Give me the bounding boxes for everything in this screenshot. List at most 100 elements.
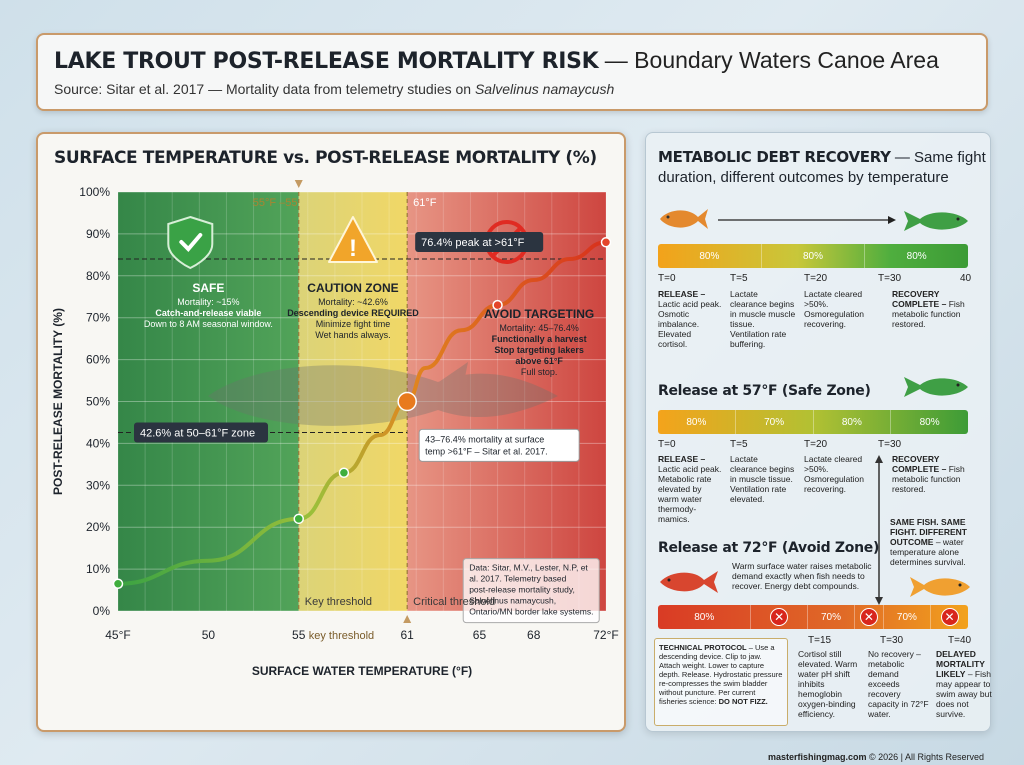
warning-exclaim-icon: ! (349, 235, 357, 262)
zone-callout-box (134, 422, 268, 443)
x-mark-icon: ✕ (770, 608, 789, 626)
x-tick-label: 68 (527, 628, 541, 642)
y-tick-label: 90% (86, 227, 110, 241)
data-point (600, 237, 612, 248)
y-tick-label: 70% (86, 311, 110, 325)
shield-check-icon (167, 215, 214, 270)
mortality-callout-box (418, 428, 580, 462)
x-tick-label: 50 (202, 628, 216, 642)
caution-line: Descending device REQUIRED (287, 308, 419, 318)
recovery-bar-1: 80% 80% 80% (658, 244, 968, 268)
fish-green-icon (904, 211, 968, 231)
y-tick-label: 80% (86, 269, 110, 283)
avoid-title: AVOID TARGETING (484, 307, 594, 321)
timeline-1: T=0 T=5 T=20 T=30 40 (658, 273, 972, 284)
threshold-marker (403, 615, 412, 623)
y-tick-label: 30% (86, 478, 110, 492)
y-tick-label: 60% (86, 353, 110, 367)
zone-safe (118, 192, 299, 611)
safe-line: Catch-and-release viable (155, 308, 261, 318)
safe-title: SAFE (192, 281, 224, 295)
fish-orange-icon (660, 209, 708, 229)
band-label-55: 55°F –55 (253, 197, 298, 209)
data-point (338, 467, 350, 478)
caution-line: Mortality: ~42.6% (318, 297, 388, 307)
source-line: Data: Sitar, M.V., Lester, N.P, et (469, 563, 588, 573)
timeline-3: T=15 T=30 T=40 (808, 635, 972, 646)
section-72f: Release at 72°F (Avoid Zone) (658, 540, 880, 556)
bar1-seg: 80% (658, 244, 762, 268)
title-box: LAKE TROUT POST-RELEASE MORTALITY RISK —… (36, 33, 988, 111)
y-tick-label: 20% (86, 520, 110, 534)
avoid-line: Full stop. (521, 367, 558, 377)
fish-silhouette (208, 362, 558, 426)
metabolic-panel: METABOLIC DEBT RECOVERY — Same fight dur… (645, 132, 992, 732)
safe-line: Mortality: ~15% (177, 297, 239, 307)
recovery-bar-2: 80% 70% 80% 80% (658, 410, 968, 434)
threshold-marker (294, 180, 303, 188)
page-subtitle: Source: Sitar et al. 2017 — Mortality da… (54, 81, 615, 97)
fish-orange-icon (910, 577, 970, 597)
bar1-seg: 80% (762, 244, 866, 268)
fish-red-icon (660, 571, 718, 593)
mortality-chart: 0% 10% 20% 30% 40% 50% 60% 70% 80% 90% 100% 45°F 50 5… (51, 180, 619, 678)
x-tick-label: 55 (292, 628, 306, 642)
source-line: post-release mortality study, (469, 585, 575, 595)
data-point (112, 578, 124, 590)
species-name: Salvelinus namaycush (474, 81, 615, 97)
source-line: Ontario/MN border lake systems. (469, 607, 593, 617)
avoid-line: Mortality: 45–76.4% (499, 323, 579, 333)
source-box (462, 558, 600, 624)
avoid-line: above 61°F (515, 356, 563, 366)
y-tick-label: 0% (93, 604, 111, 618)
key-threshold-axis-label: key threshold (309, 630, 374, 642)
chart-title: SURFACE TEMPERATURE vs. POST-RELEASE MOR… (54, 148, 597, 168)
y-tick-label: 10% (86, 562, 110, 576)
caution-line: Wet hands always. (315, 330, 390, 340)
caution-title: CAUTION ZONE (307, 281, 398, 295)
x-tick-label: 72°F (593, 628, 618, 642)
y-tick-label: 100% (79, 185, 110, 199)
y-tick-label: 50% (86, 395, 110, 409)
avoid-line: Functionally a harvest (492, 334, 587, 344)
timeline-2: T=0 T=5 T=20 T=30 (658, 439, 902, 450)
warning-icon (327, 216, 378, 263)
avoid-line: Stop targeting lakers (494, 345, 584, 355)
peak-callout-text: 76.4% peak at >61°F (421, 237, 524, 249)
peak-callout-box (415, 232, 544, 253)
source-line: Salvelinus namaycush, (469, 596, 556, 606)
x-mark-icon: ✕ (940, 608, 959, 626)
mortality-callout-text: temp >61°F – Sitar et al. 2017. (425, 446, 547, 456)
technical-protocol: TECHNICAL PROTOCOL – Use a descending de… (654, 638, 788, 726)
page-title: LAKE TROUT POST-RELEASE MORTALITY RISK —… (54, 47, 939, 74)
footer: masterfishingmag.com © 2026 | All Rights… (767, 752, 984, 762)
data-point (492, 299, 503, 311)
72f-note: Warm surface water raises metabolic dema… (732, 561, 872, 591)
data-point (397, 391, 417, 412)
y-axis-label: POST-RELEASE MORTALITY (%) (51, 308, 65, 495)
section-57f: Release at 57°F (Safe Zone) (658, 383, 871, 399)
safe-line: Down to 8 AM seasonal window. (144, 319, 273, 329)
arrow-icon (718, 216, 896, 224)
recovery-bar-3: 80% ✕ 70% ✕ 70% ✕ (658, 605, 968, 629)
double-arrow-icon (875, 455, 883, 605)
key-threshold-label: Key threshold (305, 596, 372, 608)
same-fish-note: SAME FISH. SAME FIGHT. DIFFERENT OUTCOME… (890, 517, 967, 567)
mortality-callout-text: 43–76.4% mortality at surface (425, 434, 544, 444)
x-tick-label: 65 (473, 628, 487, 642)
x-tick-label: 45°F (105, 628, 130, 642)
zone-callout-text: 42.6% at 50–61°F zone (140, 428, 255, 440)
check-mark-icon (179, 233, 203, 252)
x-tick-label: 61 (401, 628, 415, 642)
bar1-seg: 80% (906, 250, 927, 262)
x-mark-icon: ✕ (859, 608, 878, 626)
x-axis-label: SURFACE WATER TEMPERATURE (°F) (252, 664, 472, 678)
critical-threshold-label: Critical threshold (413, 596, 495, 608)
caution-line: Minimize fight time (316, 319, 391, 329)
data-point (293, 513, 304, 525)
source-line: al. 2017. Telemetry based (469, 574, 566, 584)
band-label-61: 61°F (413, 197, 437, 209)
metabolic-title: METABOLIC DEBT RECOVERY — Same fight dur… (658, 148, 986, 186)
y-tick-label: 40% (86, 436, 110, 450)
chart-panel: SURFACE TEMPERATURE vs. POST-RELEASE MOR… (36, 132, 626, 732)
